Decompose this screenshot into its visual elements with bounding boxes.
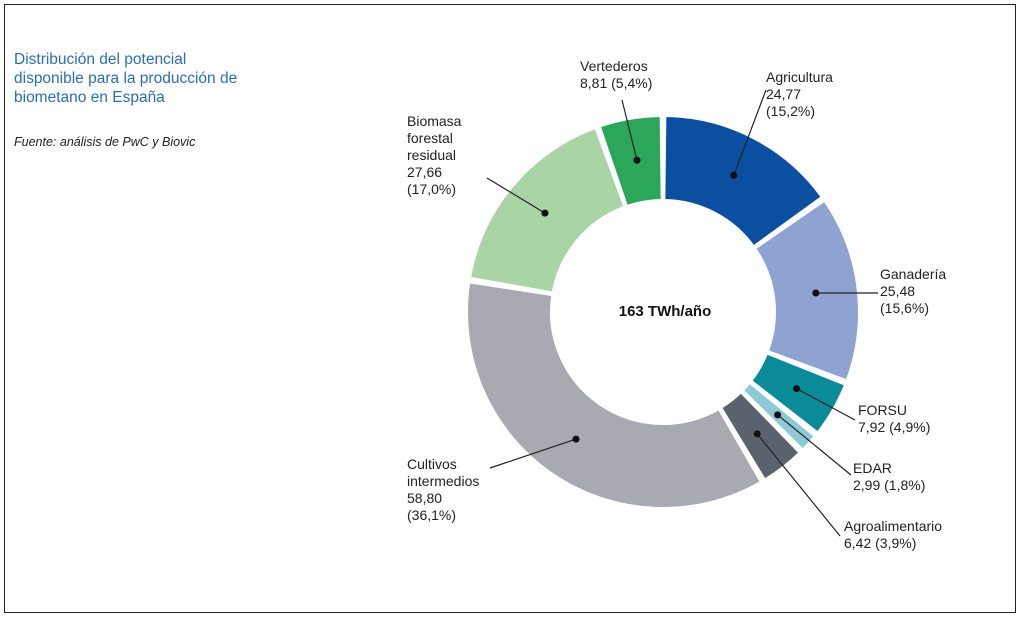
leader-line [621, 99, 638, 161]
donut-slice-vertederos [598, 115, 663, 208]
slice-marker-dot [572, 435, 580, 443]
slice-percent: (15,6%) [880, 300, 930, 316]
slice-name-part: Biomasa [407, 113, 462, 129]
slice-name: Agroalimentario [844, 518, 943, 534]
slice-value-percent: 6,42 (3,9%) [844, 535, 917, 551]
slice-percent: (15,2%) [766, 103, 816, 119]
slice-name: EDAR [853, 460, 892, 476]
slice-marker-dot [730, 171, 738, 179]
chart-title: Distribución del potencial disponible pa… [14, 51, 238, 106]
slice-label-agroalimentario: Agroalimentario 6,42 (3,9%) [844, 518, 942, 552]
slice-marker-dot [812, 289, 820, 297]
donut-slice-agroalimentario [719, 391, 801, 481]
slice-label-agricultura: Agricultura 24,77 (15,2%) [766, 69, 833, 120]
leader-line [756, 433, 841, 537]
leader-line [777, 414, 852, 476]
slice-marker-dot [774, 411, 782, 419]
slice-name: Vertederos [580, 58, 648, 74]
slice-name-part: Cultivos [407, 456, 457, 472]
slice-label-forsu: FORSU 7,92 (4,9%) [858, 402, 930, 436]
slice-marker-dot [753, 430, 761, 438]
slice-label-edar: EDAR 2,99 (1,8%) [853, 460, 925, 494]
slice-name: Ganadería [880, 266, 947, 282]
slice-label-biomasa-forestal-residual: Biomasa forestal residual 27,66 (17,0%) [407, 113, 461, 198]
slice-value-percent: 8,81 (5,4%) [580, 75, 653, 91]
slice-percent: (17,0%) [407, 181, 457, 197]
donut-slice-biomasa-forestal-residual [468, 126, 626, 294]
slice-value: 24,77 [766, 86, 802, 102]
slice-value: 58,80 [407, 490, 443, 506]
slice-name-part: residual [407, 147, 457, 163]
slice-percent: (36,1%) [407, 507, 457, 523]
slice-name: FORSU [858, 402, 907, 418]
center-total-label: 163 TWh/año [618, 303, 712, 320]
slice-marker-dot [633, 156, 641, 164]
slice-value: 27,66 [407, 164, 443, 180]
slice-name-part: intermedios [407, 473, 480, 489]
slice-label-cultivos-intermedios: Cultivos intermedios 58,80 (36,1%) [407, 456, 479, 524]
slice-label-ganadería: Ganadería 25,48 (15,6%) [880, 266, 946, 317]
leader-line [489, 438, 577, 469]
slice-value-percent: 7,92 (4,9%) [858, 419, 931, 435]
slice-name: Agricultura [766, 69, 833, 85]
slice-label-vertederos: Vertederos 8,81 (5,4%) [580, 58, 652, 92]
donut-slice-forsu [749, 352, 847, 434]
leader-line [486, 177, 546, 214]
donut-slice-ganadería [753, 199, 860, 382]
slice-marker-dot [793, 385, 801, 393]
chart-source: Fuente: análisis de PwC y Biovic [14, 135, 196, 149]
slice-marker-dot [541, 209, 549, 217]
leader-line [733, 89, 767, 176]
slice-value-percent: 2,99 (1,8%) [853, 477, 926, 493]
slice-value: 25,48 [880, 283, 916, 299]
slice-name-part: forestal [407, 130, 453, 146]
donut-slice-agricultura [663, 115, 824, 248]
leader-line [796, 388, 856, 421]
